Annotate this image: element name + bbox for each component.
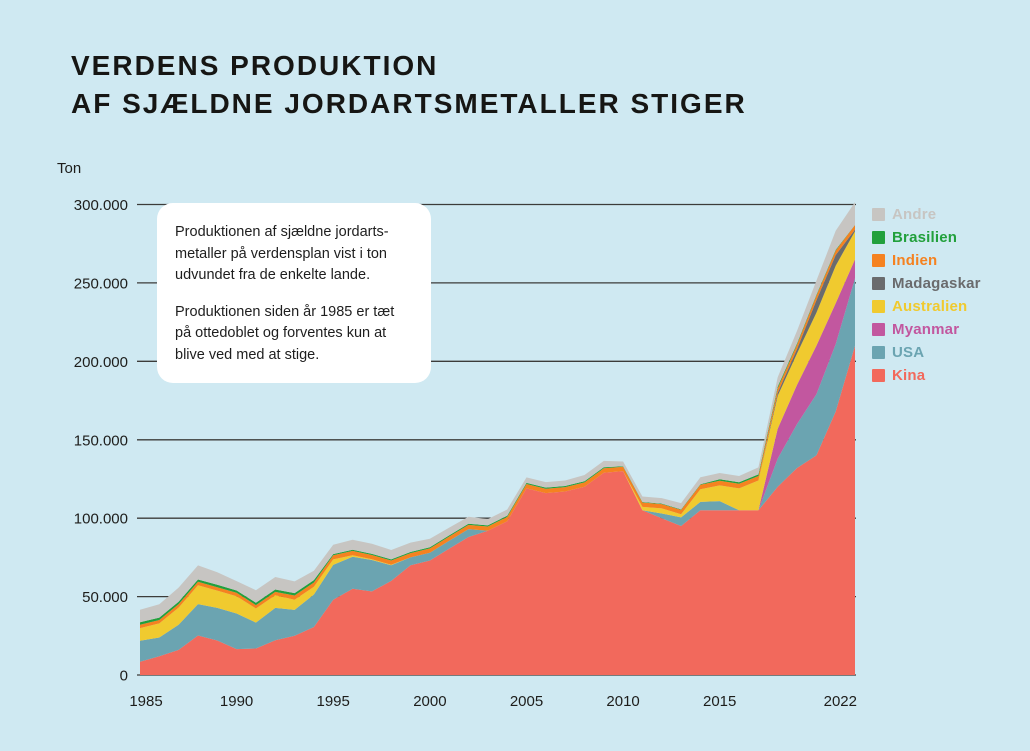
chart-legend: Andre Brasilien Indien Madagaskar Austra…: [872, 203, 981, 387]
title-line-2: AF SJÆLDNE JORDARTSMETALLER STIGER: [71, 88, 747, 119]
area-indien: [140, 225, 855, 629]
annotation-box: Produktionen af sjældne jordarts- metall…: [157, 203, 431, 383]
legend-item-australien: Australien: [872, 295, 981, 318]
annotation-paragraph-2: Produktionen siden år 1985 er tæt på ott…: [175, 303, 395, 363]
area-kina: [140, 345, 855, 675]
legend-item-indien: Indien: [872, 249, 981, 272]
x-tick-label: 2010: [606, 693, 639, 710]
legend-label-myanmar: Myanmar: [892, 321, 960, 338]
legend-swatch-kina: [872, 369, 885, 382]
y-tick-label: 100.000: [74, 511, 128, 528]
legend-swatch-usa: [872, 346, 885, 359]
legend-item-brasilien: Brasilien: [872, 226, 981, 249]
x-tick-label: 2022: [824, 693, 857, 710]
legend-label-kina: Kina: [892, 367, 926, 384]
legend-swatch-australien: [872, 300, 885, 313]
y-tick-label: 250.000: [74, 275, 128, 292]
x-tick-label: 1995: [317, 693, 350, 710]
x-tick-label: 1985: [129, 693, 162, 710]
x-tick-label: 1990: [220, 693, 253, 710]
legend-label-brasilien: Brasilien: [892, 229, 958, 246]
y-tick-label: 50.000: [82, 589, 128, 606]
legend-item-kina: Kina: [872, 364, 981, 387]
legend-label-usa: USA: [892, 344, 925, 361]
x-tick-label: 2015: [703, 693, 736, 710]
legend-swatch-madagaskar: [872, 277, 885, 290]
y-axis-unit-label: Ton: [57, 160, 82, 177]
legend-swatch-myanmar: [872, 323, 885, 336]
page-title: VERDENS PRODUKTION AF SJÆLDNE JORDARTSME…: [71, 47, 747, 123]
title-line-1: VERDENS PRODUKTION: [71, 50, 439, 81]
x-tick-label: 2005: [510, 693, 543, 710]
legend-label-madagaskar: Madagaskar: [892, 275, 981, 292]
legend-label-australien: Australien: [892, 298, 968, 315]
y-tick-label: 150.000: [74, 432, 128, 449]
legend-item-andre: Andre: [872, 203, 981, 226]
legend-label-andre: Andre: [892, 206, 937, 223]
area-andre: [140, 202, 855, 623]
area-australien: [140, 231, 855, 641]
y-tick-label: 200.000: [74, 354, 128, 371]
legend-item-myanmar: Myanmar: [872, 318, 981, 341]
y-tick-label: 0: [120, 668, 128, 685]
legend-swatch-brasilien: [872, 231, 885, 244]
y-tick-label: 300.000: [74, 197, 128, 214]
x-tick-label: 2000: [413, 693, 446, 710]
legend-swatch-andre: [872, 208, 885, 221]
legend-item-madagaskar: Madagaskar: [872, 272, 981, 295]
area-brasilien: [140, 224, 855, 625]
legend-item-usa: USA: [872, 341, 981, 364]
area-usa: [140, 278, 855, 662]
legend-label-indien: Indien: [892, 252, 938, 269]
legend-swatch-indien: [872, 254, 885, 267]
annotation-paragraph-1: Produktionen af sjældne jordarts- metall…: [175, 224, 389, 283]
